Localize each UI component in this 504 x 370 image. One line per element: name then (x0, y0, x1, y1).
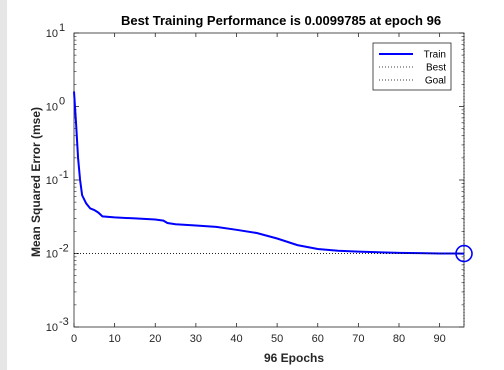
legend-label-best: Best (426, 63, 446, 74)
x-tick-label: 80 (393, 333, 405, 345)
legend-label-train: Train (424, 50, 446, 61)
legend: Train Best Goal (372, 42, 452, 91)
y-tick-exponent: -3 (59, 316, 69, 328)
y-tick-label: 10 (46, 28, 58, 40)
x-tick-label: 60 (312, 333, 324, 345)
y-tick-exponent: 0 (59, 96, 65, 108)
series-line-train (73, 91, 465, 255)
chart-title: Best Training Performance is 0.0099785 a… (121, 13, 441, 28)
legend-box (372, 42, 452, 91)
x-tick-label: 70 (352, 333, 364, 345)
y-axis-label: Mean Squared Error (mse) (29, 107, 43, 257)
y-tick-label: 10 (46, 102, 58, 114)
x-tick-label: 90 (434, 333, 446, 345)
y-tick-exponent: -2 (59, 243, 69, 255)
legend-label-goal: Goal (425, 76, 446, 87)
x-tick-label: 10 (109, 333, 121, 345)
y-tick-label: 10 (46, 249, 58, 261)
window-edge (0, 0, 7, 370)
best-point-marker (455, 244, 473, 263)
y-tick-label: 10 (46, 175, 58, 187)
y-tick-label: 10 (46, 322, 58, 334)
y-tick-exponent: -1 (59, 169, 69, 181)
x-tick-label: 30 (190, 333, 202, 345)
x-tick-label: 20 (149, 333, 161, 345)
x-tick-label: 40 (230, 333, 242, 345)
x-tick-label: 0 (71, 333, 77, 345)
y-tick-exponent: 1 (59, 22, 65, 34)
x-axis-label: 96 Epochs (264, 351, 324, 365)
x-tick-label: 50 (271, 333, 283, 345)
